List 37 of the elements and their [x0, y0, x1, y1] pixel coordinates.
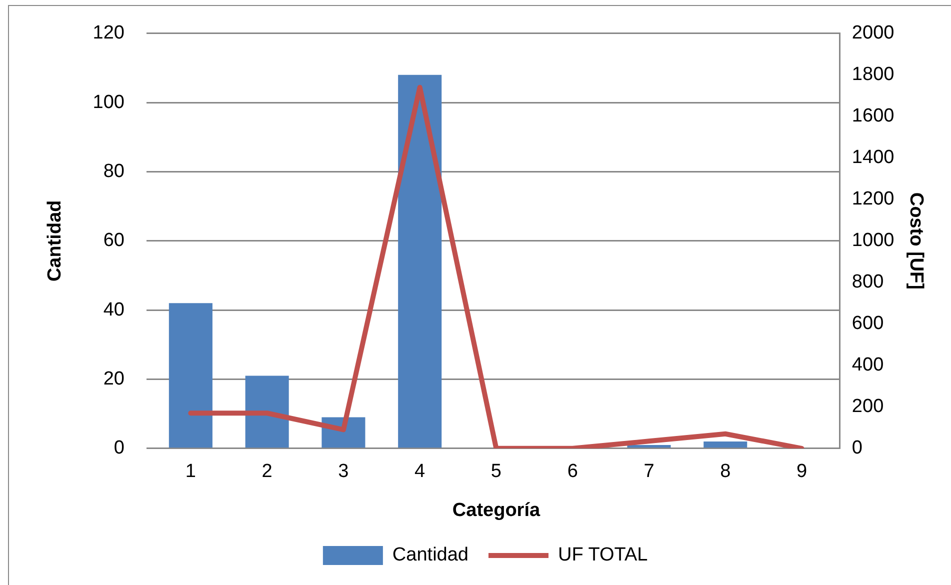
- y2-tick-label: 400: [852, 354, 884, 376]
- x-tick-label: 4: [414, 461, 426, 482]
- y-tick-label: 80: [103, 160, 124, 182]
- y2-tick-label: 0: [852, 438, 863, 459]
- y-tick-label: 20: [103, 368, 124, 390]
- x-tick-label: 5: [490, 461, 502, 482]
- y-tick-label: 120: [92, 22, 124, 44]
- y2-tick-label: 800: [852, 272, 884, 293]
- y2-tick-label: 1200: [852, 188, 894, 210]
- bar: [168, 303, 212, 448]
- x-tick-label: 3: [338, 461, 349, 482]
- bar: [245, 376, 289, 448]
- y-tick-label: 0: [114, 438, 124, 459]
- y2-tick-label: 200: [852, 396, 884, 418]
- y-tick-label: 60: [103, 230, 124, 252]
- y-tick-label: 40: [103, 299, 124, 320]
- x-axis-title: Categoría: [452, 500, 540, 521]
- y-axis-title: Cantidad: [44, 200, 66, 282]
- bar: [627, 444, 671, 448]
- y2-tick-label: 1000: [852, 230, 894, 252]
- x-tick-label: 6: [567, 461, 578, 482]
- x-tick-label: 8: [720, 461, 731, 482]
- y2-tick-label: 1800: [852, 64, 894, 86]
- y-tick-label: 100: [92, 92, 124, 113]
- bar: [398, 74, 442, 448]
- y2-axis-title: Costo [UF]: [905, 192, 926, 290]
- y2-tick-label: 1600: [852, 106, 894, 127]
- x-tick-label: 7: [644, 461, 654, 482]
- y2-tick-label: 1400: [852, 147, 894, 168]
- x-tick-label: 2: [262, 461, 272, 482]
- y2-tick-label: 600: [852, 313, 884, 334]
- x-tick-label: 9: [796, 461, 808, 482]
- y2-tick-label: 2000: [852, 22, 894, 44]
- x-tick-label: 1: [185, 461, 196, 482]
- legend-label: UF TOTAL: [558, 544, 648, 566]
- legend-label: Cantidad: [392, 544, 468, 566]
- bar: [704, 441, 748, 448]
